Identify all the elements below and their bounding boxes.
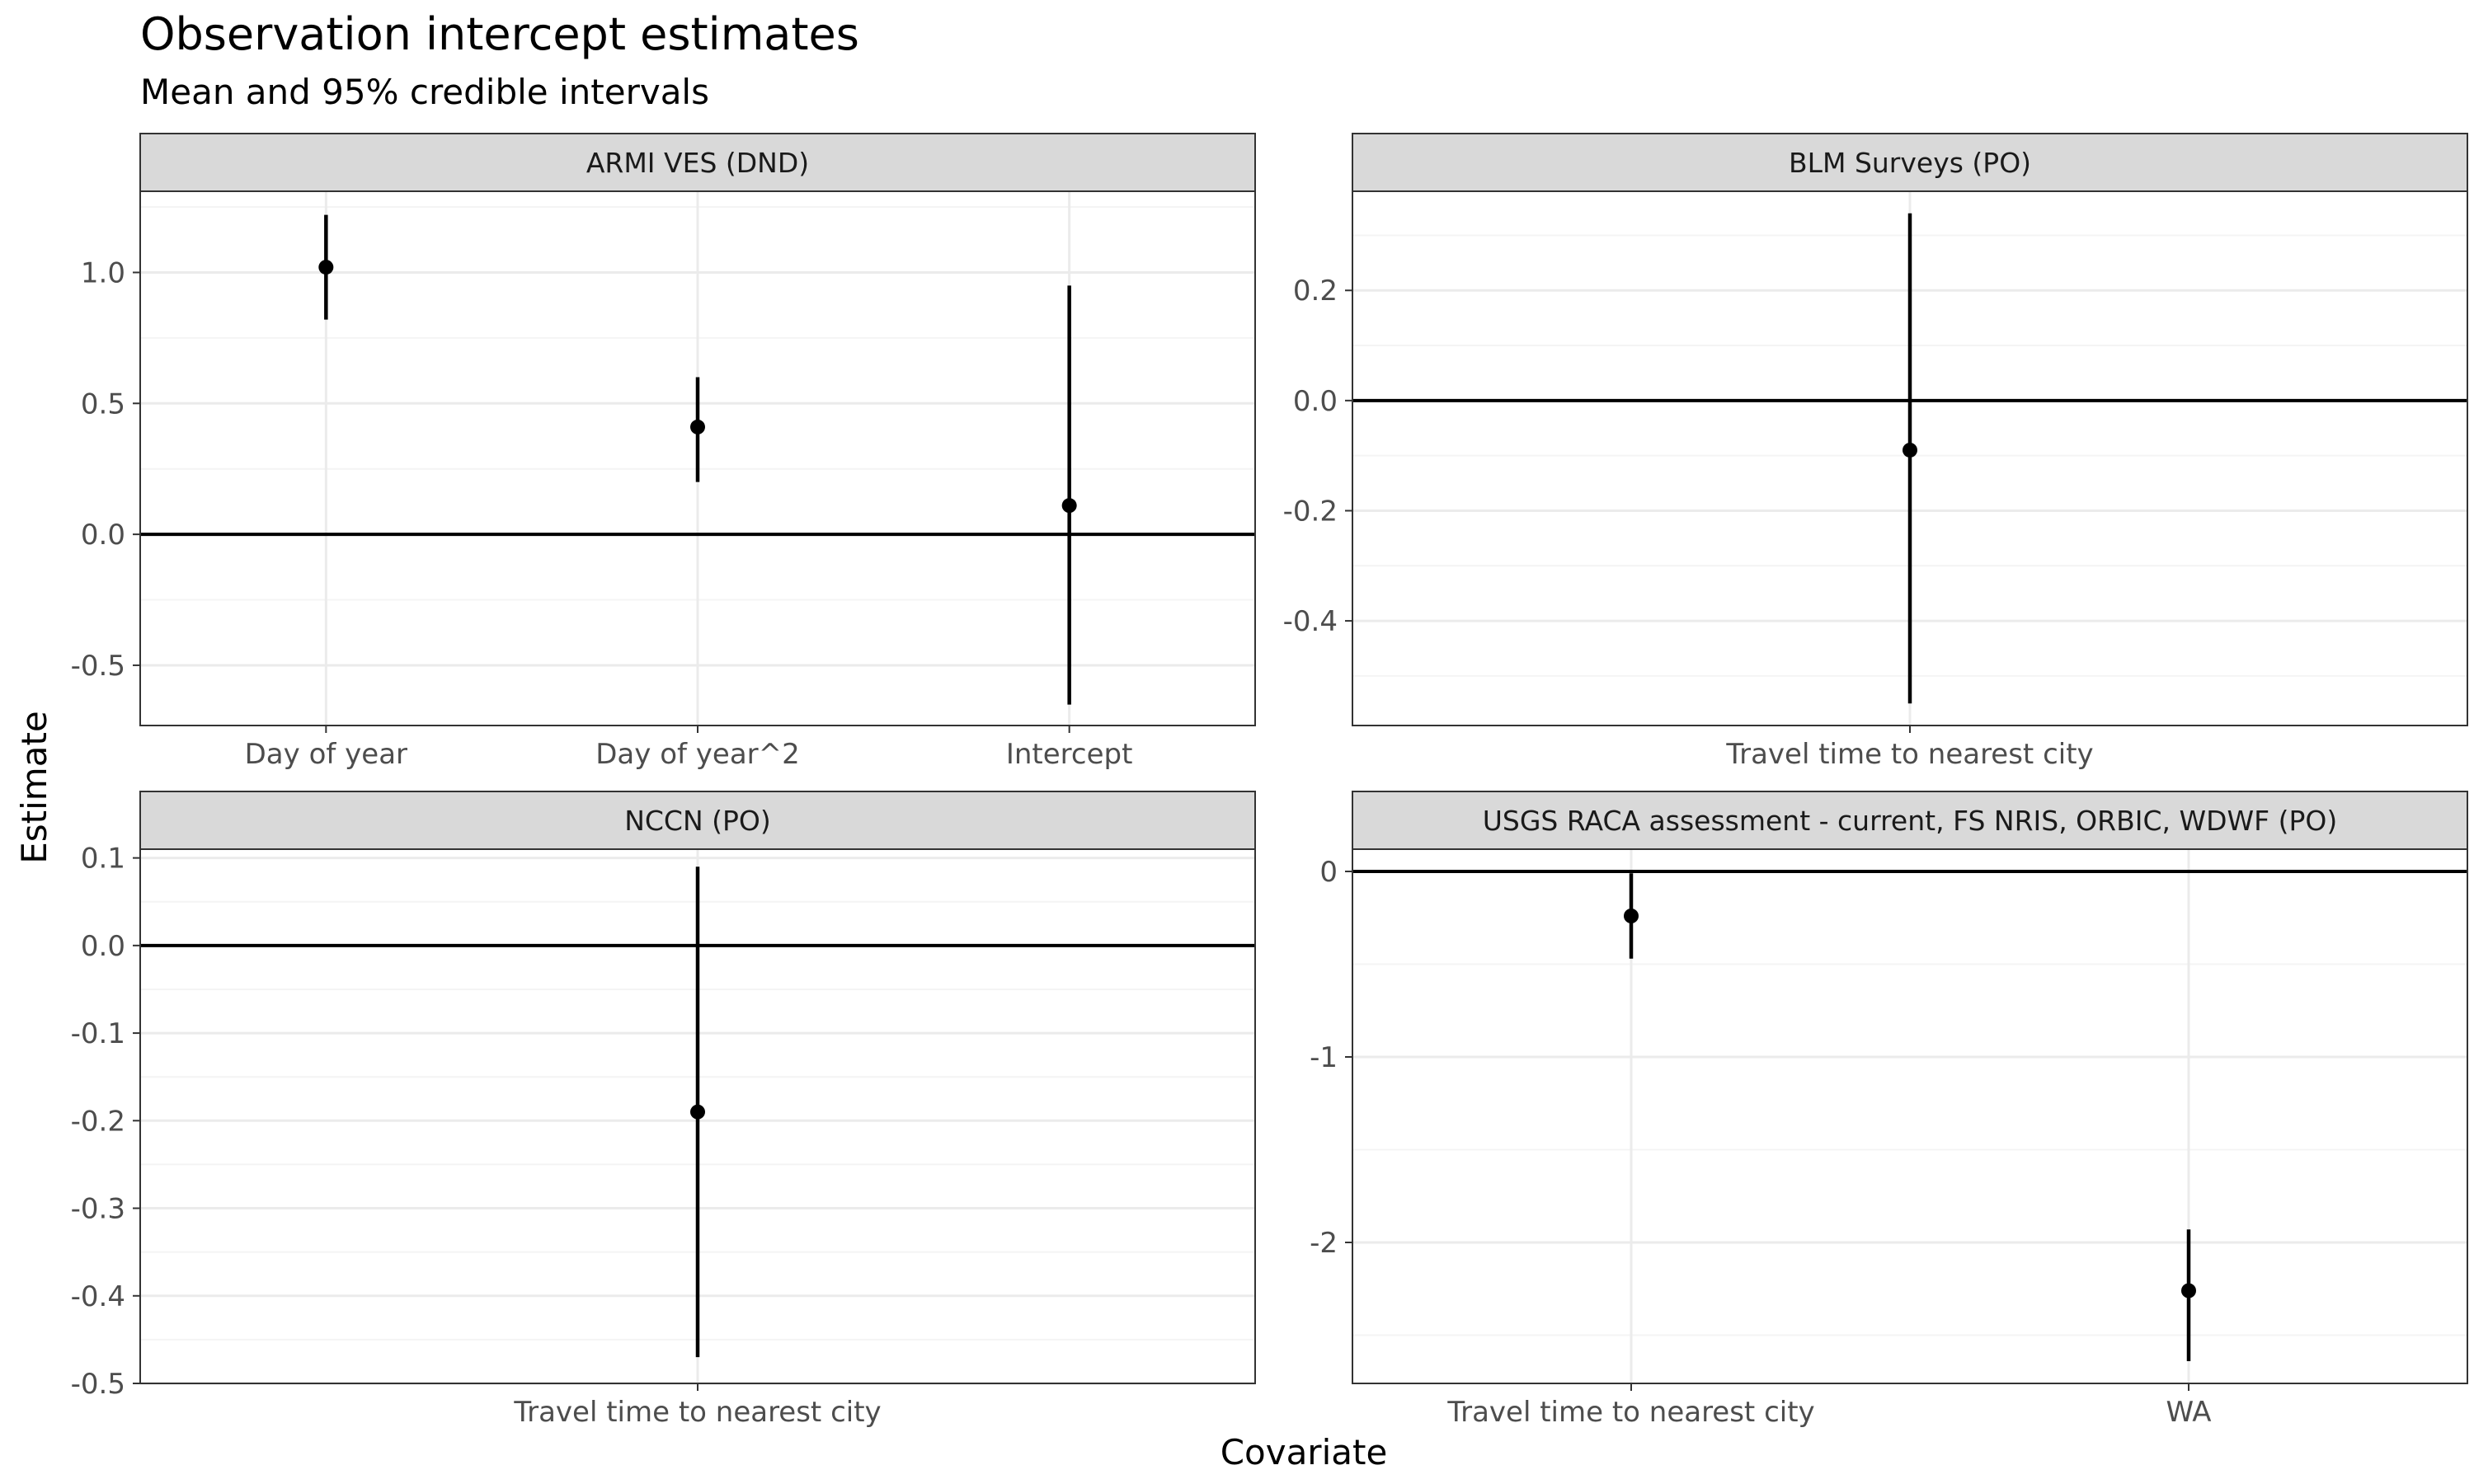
x-tick-label: Intercept (1006, 738, 1133, 771)
mean-point (1903, 442, 1917, 458)
x-axis-title: Covariate (1221, 1432, 1388, 1472)
y-tick-label: -1 (1310, 1041, 1338, 1074)
chart-title: Observation intercept estimates (140, 8, 859, 60)
x-tick-label: Day of year^2 (595, 738, 800, 771)
x-tick-label: WA (2166, 1396, 2211, 1429)
facet-panels: ARMI VES (DND) -0.5 0.0 0.5 1.0 Day of year Da… (71, 133, 2468, 1429)
y-tick-label: 0.2 (1293, 275, 1338, 308)
y-tick-label: 1.0 (81, 256, 125, 289)
facet-panel: USGS RACA assessment - current, FS NRIS,… (1310, 791, 2468, 1429)
y-tick-label: 0 (1319, 856, 1338, 889)
facet-strip-label: ARMI VES (DND) (586, 147, 809, 179)
y-tick-label: 0.0 (81, 930, 125, 963)
mean-point (2181, 1283, 2196, 1298)
facet-panel: ARMI VES (DND) -0.5 0.0 0.5 1.0 Day of year Da… (71, 133, 1256, 771)
x-tick-label: Travel time to nearest city (1725, 738, 2093, 771)
y-tick-label: 0.1 (81, 843, 125, 876)
x-tick-label: Day of year (245, 738, 407, 771)
y-tick-label: 0.0 (81, 519, 125, 552)
y-tick-label: -0.4 (71, 1280, 125, 1313)
facet-panel: NCCN (PO) -0.5 -0.4 -0.3 -0.2 -0.1 0.0 0.1 Trave… (71, 791, 1256, 1429)
y-tick-label: -0.2 (1283, 495, 1338, 528)
x-tick-label: Travel time to nearest city (513, 1396, 881, 1429)
y-axis-title: Estimate (14, 711, 54, 864)
facet-strip-label: NCCN (PO) (624, 805, 771, 837)
facet-strip (1352, 791, 2468, 850)
mean-point (690, 1104, 705, 1120)
mean-point (1061, 498, 1077, 514)
panel-background (1352, 849, 2467, 1383)
mean-point (318, 260, 334, 275)
chart-subtitle: Mean and 95% credible intervals (140, 72, 709, 112)
y-tick-label: -2 (1310, 1227, 1338, 1260)
y-tick-label: 0.5 (81, 387, 125, 420)
facet-strip (139, 133, 1256, 192)
y-tick-label: -0.1 (71, 1017, 125, 1050)
facet-panel: BLM Surveys (PO) -0.4 -0.2 0.0 0.2 Travel tim… (1283, 133, 2468, 771)
y-tick-label: -0.2 (71, 1105, 125, 1138)
y-tick-label: -0.5 (71, 650, 125, 683)
facet-strip-label: BLM Surveys (PO) (1789, 147, 2031, 179)
facet-strip-label: USGS RACA assessment - current, FS NRIS,… (1483, 805, 2338, 837)
facet-strip (139, 791, 1256, 850)
mean-point (1624, 909, 1639, 923)
y-tick-label: -0.4 (1283, 605, 1338, 638)
y-tick-label: -0.5 (71, 1368, 125, 1401)
mean-point (690, 419, 705, 434)
y-tick-label: -0.3 (71, 1193, 125, 1226)
y-tick-label: 0.0 (1293, 385, 1338, 418)
x-tick-label: Travel time to nearest city (1446, 1396, 1814, 1429)
facet-strip (1352, 133, 2468, 192)
panel-border (1352, 848, 2468, 1384)
